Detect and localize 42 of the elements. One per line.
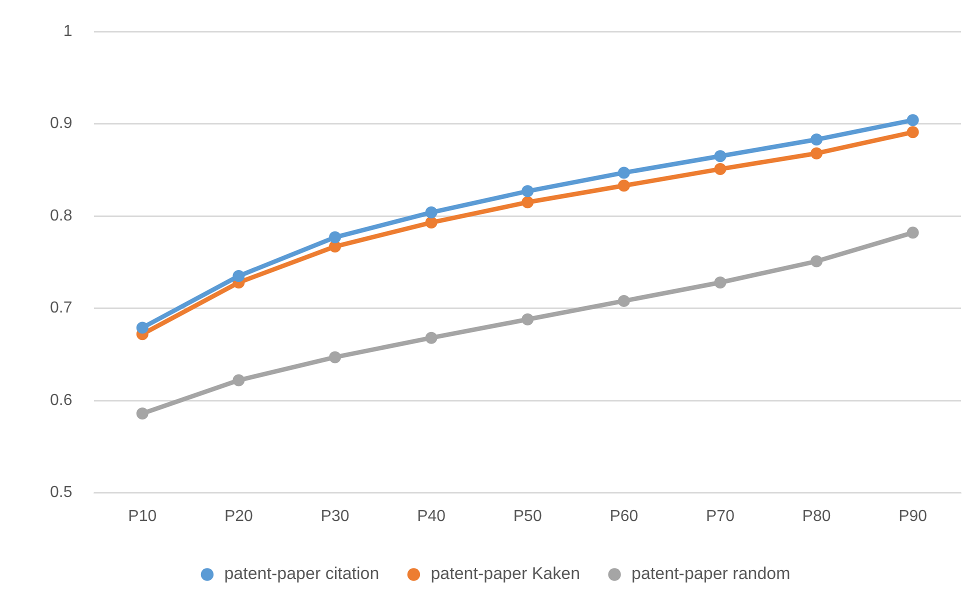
y-tick-label: 0.8 [50,207,72,224]
point [136,322,148,334]
x-tick-label: P30 [320,508,350,525]
point [329,231,342,244]
point [618,294,630,307]
legend-label: patent-paper Kaken [430,564,580,584]
legend-label: patent-paper random [632,564,790,584]
point [522,313,534,326]
y-tick-label: 0.9 [50,115,72,132]
point [329,351,342,364]
point [425,332,438,344]
point [810,147,823,160]
point [906,126,919,138]
point [714,150,726,162]
y-tick-label: 0.6 [50,392,72,409]
x-tick-label: P70 [706,508,735,525]
point [522,185,534,198]
point [425,206,438,218]
point [136,407,148,420]
point [810,134,823,146]
y-tick-label: 1 [63,23,72,40]
x-tick-label: P20 [224,508,254,525]
point [906,226,919,239]
x-tick-label: P80 [802,508,831,525]
point [425,216,438,229]
point [810,255,823,268]
y-tick-label: 0.5 [50,484,72,502]
x-tick-label: P90 [898,508,928,525]
point [618,180,630,192]
x-tick-label: P40 [417,508,446,525]
point [232,374,245,386]
y-tick-label: 0.7 [50,300,72,317]
point [522,196,534,208]
legend-label: patent-paper citation [224,564,380,584]
point [714,163,726,176]
point [714,276,726,288]
x-tick-label: P10 [128,508,157,525]
point [618,166,630,179]
point [906,114,919,126]
x-tick-label: P60 [610,508,638,525]
point [232,270,245,282]
x-tick-label: P50 [513,508,542,525]
